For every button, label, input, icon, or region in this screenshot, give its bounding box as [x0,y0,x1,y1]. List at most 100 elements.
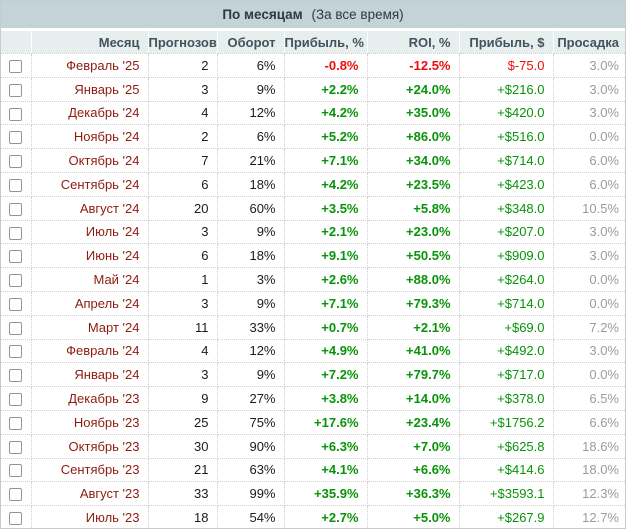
table-body: Февраль '25 2 6% -0.8% -12.5% $-75.0 3.0… [1,53,625,528]
month-cell: Январь '25 [31,77,149,102]
profit-usd-cell: +$69.0 [459,315,554,340]
row-checkbox[interactable] [9,297,23,311]
month-cell: Декабрь '23 [31,386,149,411]
forecasts-cell: 30 [148,434,218,459]
turnover-cell: 33% [217,315,285,340]
row-checkbox[interactable] [9,83,23,97]
table-row: Ноябрь '23 25 75% +17.6% +23.4% +$1756.2… [1,410,625,435]
profit-pct-cell: +4.2% [284,172,368,197]
profit-usd-cell: +$423.0 [459,172,554,197]
drawdown-cell: 0.0% [553,124,625,150]
profit-pct-cell: +7.1% [284,291,368,316]
row-checkbox[interactable] [9,107,23,121]
turnover-cell: 27% [217,386,285,411]
checkbox-cell [1,267,32,292]
checkbox-cell [1,53,32,78]
profit-pct-cell: +4.1% [284,458,368,483]
row-checkbox[interactable] [9,250,23,264]
table-row: Март '24 11 33% +0.7% +2.1% +$69.0 7.2% [1,315,625,340]
row-checkbox[interactable] [9,131,23,145]
table-header: Месяц Прогнозов Оборот Прибыль, % ROI, %… [1,31,625,54]
drawdown-cell: 6.0% [553,172,625,197]
row-checkbox[interactable] [9,440,23,454]
table-row: Июнь '24 6 18% +9.1% +50.5% +$909.0 3.0% [1,243,625,269]
roi-pct-cell: +41.0% [367,339,460,364]
profit-usd-cell: +$267.9 [459,505,554,528]
row-checkbox[interactable] [9,274,23,288]
row-checkbox[interactable] [9,226,23,240]
profit-usd-cell: $-75.0 [459,53,554,78]
column-header-forecasts: Прогнозов [148,31,218,54]
row-checkbox[interactable] [9,59,23,73]
profit-usd-cell: +$516.0 [459,124,554,150]
profit-usd-cell: +$714.0 [459,148,554,173]
roi-pct-cell: +14.0% [367,386,460,411]
drawdown-cell: 3.0% [553,243,625,269]
profit-pct-cell: +0.7% [284,315,368,340]
column-header-profit-pct: Прибыль, % [284,31,368,54]
turnover-cell: 18% [217,243,285,269]
checkbox-cell [1,172,32,197]
profit-usd-cell: +$207.0 [459,220,554,245]
row-checkbox[interactable] [9,202,23,216]
turnover-cell: 6% [217,53,285,78]
month-cell: Сентябрь '24 [31,172,149,197]
table-row: Октябрь '23 30 90% +6.3% +7.0% +$625.8 1… [1,434,625,459]
table-row: Январь '25 3 9% +2.2% +24.0% +$216.0 3.0… [1,77,625,102]
profit-pct-cell: +17.6% [284,410,368,435]
table-row: Февраль '24 4 12% +4.9% +41.0% +$492.0 3… [1,339,625,364]
profit-pct-cell: +9.1% [284,243,368,269]
month-cell: Май '24 [31,267,149,292]
profit-pct-cell: +2.7% [284,505,368,528]
row-checkbox[interactable] [9,488,23,502]
checkbox-cell [1,339,32,364]
row-checkbox[interactable] [9,369,23,383]
roi-pct-cell: +5.8% [367,196,460,221]
row-checkbox[interactable] [9,464,23,478]
roi-pct-cell: +36.3% [367,481,460,507]
profit-pct-cell: +7.2% [284,362,368,388]
month-cell: Декабрь '24 [31,101,149,126]
roi-pct-cell: +23.0% [367,220,460,245]
turnover-cell: 75% [217,410,285,435]
row-checkbox[interactable] [9,155,23,169]
drawdown-cell: 12.7% [553,505,625,528]
column-header-month: Месяц [31,31,149,54]
panel-title-sub: (За все время) [311,7,404,22]
forecasts-cell: 6 [148,243,218,269]
checkbox-cell [1,124,32,150]
checkbox-cell [1,291,32,316]
column-header-drawdown: Просадка [553,31,625,54]
profit-pct-cell: -0.8% [284,53,368,78]
row-checkbox[interactable] [9,178,23,192]
drawdown-cell: 18.0% [553,458,625,483]
forecasts-cell: 9 [148,386,218,411]
turnover-cell: 9% [217,362,285,388]
row-checkbox[interactable] [9,345,23,359]
forecasts-cell: 2 [148,124,218,150]
column-header-profit-usd: Прибыль, $ [459,31,554,54]
profit-pct-cell: +2.6% [284,267,368,292]
column-header-turnover: Оборот [217,31,285,54]
profit-usd-cell: +$714.0 [459,291,554,316]
forecasts-cell: 25 [148,410,218,435]
panel-title: По месяцам (За все время) [1,1,625,28]
turnover-cell: 18% [217,172,285,197]
month-cell: Ноябрь '24 [31,124,149,150]
row-checkbox[interactable] [9,416,23,430]
checkbox-cell [1,101,32,126]
table-row: Февраль '25 2 6% -0.8% -12.5% $-75.0 3.0… [1,53,625,78]
forecasts-cell: 20 [148,196,218,221]
drawdown-cell: 10.5% [553,196,625,221]
profit-pct-cell: +7.1% [284,148,368,173]
profit-usd-cell: +$216.0 [459,77,554,102]
monthly-stats-table: Месяц Прогнозов Оборот Прибыль, % ROI, %… [1,31,625,528]
row-checkbox[interactable] [9,512,23,526]
profit-usd-cell: +$348.0 [459,196,554,221]
row-checkbox[interactable] [9,393,23,407]
table-row: Сентябрь '24 6 18% +4.2% +23.5% +$423.0 … [1,172,625,197]
column-header-roi-pct: ROI, % [367,31,460,54]
row-checkbox[interactable] [9,321,23,335]
drawdown-cell: 0.0% [553,267,625,292]
